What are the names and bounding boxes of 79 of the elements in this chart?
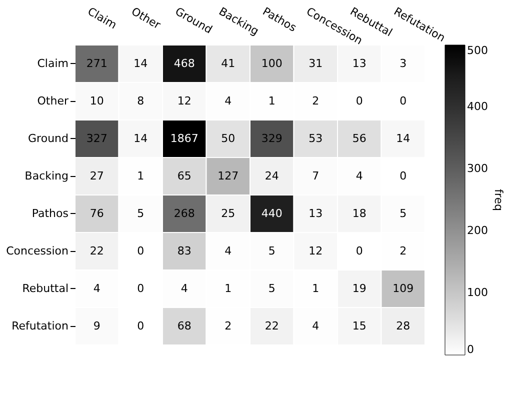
color-bar-title: freq: [492, 189, 505, 211]
data-label: 12: [177, 94, 192, 108]
data-label: 4: [356, 169, 363, 182]
data-label: 1: [224, 282, 232, 295]
data-label: 3: [400, 56, 407, 70]
y-tick-label: Other: [37, 94, 69, 108]
data-label: 13: [352, 56, 366, 70]
data-label: 1: [268, 94, 276, 108]
data-label: 5: [268, 244, 276, 258]
data-label: 100: [261, 56, 282, 70]
data-label: 24: [264, 169, 279, 182]
data-label: 18: [352, 206, 366, 220]
data-label: 1: [137, 169, 144, 182]
data-label: 7: [312, 169, 320, 182]
data-label: 5: [268, 282, 276, 295]
data-label: 4: [180, 282, 188, 295]
data-label: 65: [177, 169, 192, 182]
data-label: 22: [90, 244, 104, 258]
data-label: 1: [312, 282, 320, 295]
data-label: 2: [224, 319, 232, 332]
data-label: 4: [224, 94, 232, 108]
data-label: 0: [356, 244, 363, 258]
data-label: 50: [221, 132, 236, 145]
data-label: 468: [174, 56, 195, 70]
data-label: 5: [137, 206, 144, 220]
data-label: 14: [134, 132, 148, 145]
y-tick-label: Refutation: [12, 319, 69, 332]
data-label: 83: [177, 244, 192, 258]
data-label: 268: [174, 206, 195, 220]
data-label: 68: [177, 319, 192, 332]
data-label: 9: [93, 319, 100, 332]
data-label: 31: [308, 56, 323, 70]
data-label: 5: [400, 206, 407, 220]
data-label: 27: [90, 169, 104, 182]
y-tick-label: Ground: [28, 132, 68, 145]
data-label: 327: [86, 132, 108, 145]
data-label: 2: [312, 94, 320, 108]
data-label: 0: [400, 94, 407, 108]
color-bar-label: 400: [467, 100, 488, 113]
data-label: 25: [221, 206, 236, 220]
y-tick-label: Claim: [37, 56, 68, 70]
color-bar-label: 200: [467, 224, 488, 237]
data-label: 76: [90, 206, 104, 220]
data-label: 4: [93, 282, 100, 295]
data-label: 2: [400, 244, 407, 258]
color-bar-label: 300: [467, 162, 488, 175]
data-label: 127: [218, 169, 239, 182]
data-label: 14: [134, 56, 148, 70]
data-label: 8: [137, 94, 144, 108]
color-bar-label: 0: [467, 343, 474, 356]
data-label: 0: [137, 282, 144, 295]
data-label: 0: [400, 169, 407, 182]
data-label: 4: [224, 244, 232, 258]
data-label: 56: [352, 132, 366, 145]
data-label: 109: [392, 282, 414, 295]
data-label: 440: [261, 206, 282, 220]
data-label: 41: [221, 56, 236, 70]
data-label: 1867: [170, 132, 198, 145]
data-label: 14: [396, 132, 410, 145]
data-label: 271: [86, 56, 108, 70]
color-bar-label: 500: [467, 44, 488, 57]
data-label: 4: [312, 319, 320, 332]
y-tick-label: Pathos: [32, 206, 69, 220]
data-label: 0: [137, 319, 144, 332]
data-label: 19: [352, 282, 366, 295]
data-label: 28: [396, 319, 410, 332]
data-label: 10: [90, 94, 104, 108]
data-label: 13: [308, 206, 323, 220]
data-label: 15: [352, 319, 366, 332]
y-tick-label: Backing: [24, 169, 68, 182]
data-label: 329: [261, 132, 282, 145]
y-tick-label: Concession: [6, 244, 69, 258]
color-bar-label: 100: [467, 286, 488, 299]
data-label: 0: [356, 94, 363, 108]
data-label: 12: [308, 244, 323, 258]
data-label: 22: [264, 319, 279, 332]
data-label: 0: [137, 244, 144, 258]
data-label: 53: [308, 132, 323, 145]
y-tick-label: Rebuttal: [22, 282, 68, 295]
